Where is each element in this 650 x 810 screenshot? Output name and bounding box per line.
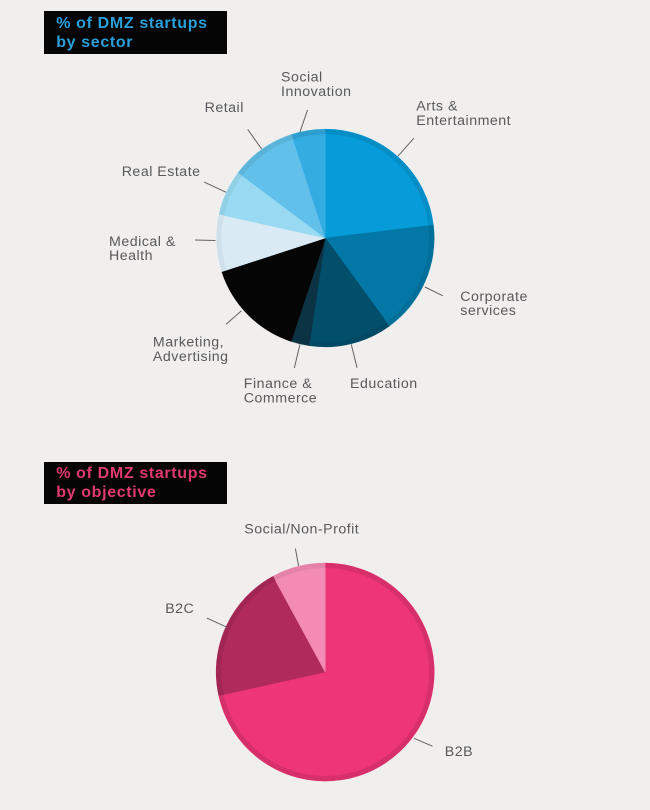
svg-text:services: services (460, 303, 516, 319)
svg-text:Marketing,: Marketing, (153, 335, 224, 351)
svg-text:Innovation: Innovation (281, 84, 351, 100)
svg-text:Medical &: Medical & (109, 234, 176, 250)
svg-text:Finance &: Finance & (244, 376, 312, 392)
svg-text:Health: Health (109, 248, 153, 264)
svg-text:Retail: Retail (205, 100, 244, 116)
svg-text:Arts &: Arts & (416, 99, 458, 115)
svg-text:Social/Non-Profit: Social/Non-Profit (244, 522, 359, 538)
svg-text:Corporate: Corporate (460, 289, 528, 305)
svg-text:Social: Social (281, 70, 323, 86)
svg-text:Advertising: Advertising (153, 349, 229, 365)
svg-text:Entertainment: Entertainment (416, 113, 511, 129)
svg-text:B2B: B2B (445, 744, 473, 760)
svg-text:Education: Education (350, 376, 418, 392)
svg-text:B2C: B2C (165, 601, 194, 617)
svg-text:Real Estate: Real Estate (122, 164, 201, 180)
svg-text:Commerce: Commerce (244, 390, 317, 406)
